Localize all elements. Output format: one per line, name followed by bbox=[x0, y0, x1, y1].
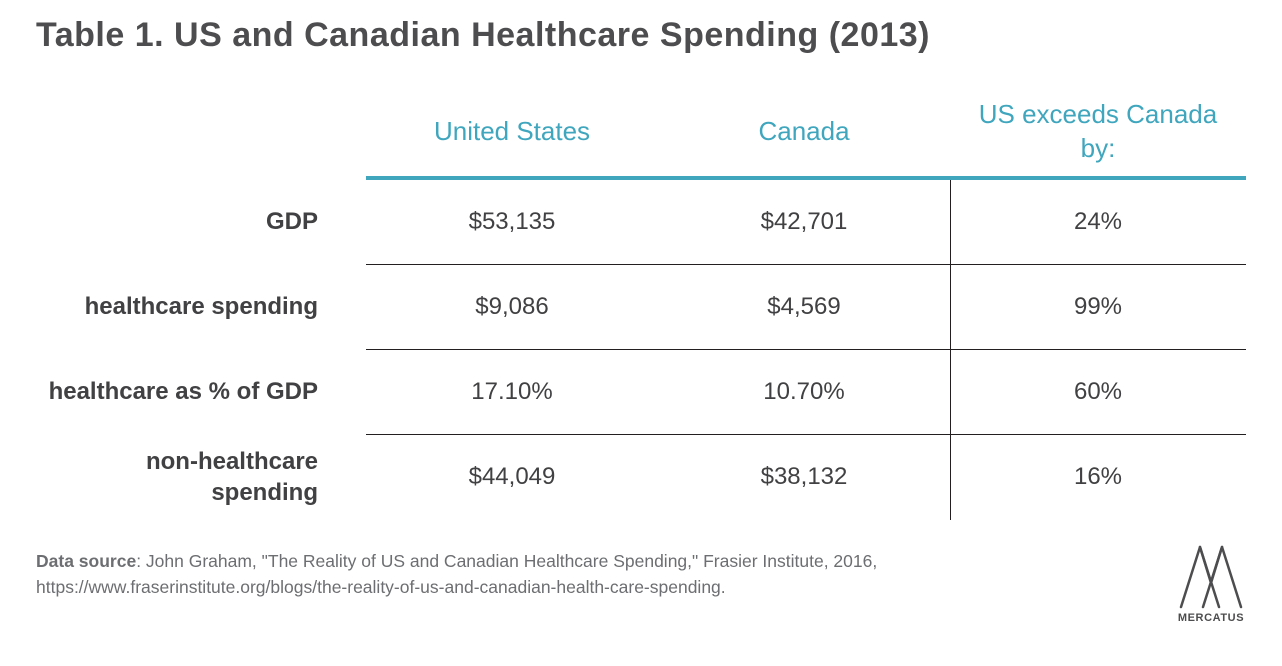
column-divider-line bbox=[950, 180, 951, 520]
cell-pct-canada: 10.70% bbox=[763, 378, 845, 405]
mercatus-logo: MERCATUS bbox=[1166, 543, 1256, 624]
cell-pct-exceeds: 60% bbox=[1073, 378, 1123, 405]
cell-nhs-canada: $38,132 bbox=[760, 463, 848, 490]
mercatus-m-icon bbox=[1179, 545, 1243, 609]
cell-hs-exceeds: 99% bbox=[1073, 293, 1123, 320]
cell-pct-us: 17.10% bbox=[471, 378, 553, 405]
cell-hs-canada: $4,569 bbox=[767, 293, 841, 320]
header-canada: Canada bbox=[758, 116, 850, 147]
cell-hs-us: $9,086 bbox=[475, 293, 549, 320]
data-source-text: : John Graham, "The Reality of US and Ca… bbox=[36, 551, 878, 597]
cell-gdp-us: $53,135 bbox=[468, 208, 556, 235]
row-label-healthcare-spending: healthcare spending bbox=[84, 293, 318, 321]
mercatus-logo-text: MERCATUS bbox=[1177, 612, 1245, 624]
data-source-label: Data source bbox=[36, 551, 137, 571]
row-label-healthcare-pct-gdp: healthcare as % of GDP bbox=[48, 378, 318, 406]
row-label-non-healthcare-spending: non-healthcare spending bbox=[145, 447, 318, 506]
cell-nhs-us: $44,049 bbox=[468, 463, 556, 490]
header-accent-rule bbox=[366, 176, 1246, 180]
data-source-note: Data source: John Graham, "The Reality o… bbox=[36, 548, 986, 600]
row-separator bbox=[366, 349, 1246, 350]
row-separator bbox=[366, 434, 1246, 435]
figure-title: Table 1. US and Canadian Healthcare Spen… bbox=[36, 16, 930, 54]
spending-table: United States Canada US exceeds Canada b… bbox=[36, 88, 1246, 519]
cell-nhs-exceeds: 16% bbox=[1073, 463, 1123, 490]
header-united-states: United States bbox=[433, 116, 591, 147]
cell-gdp-canada: $42,701 bbox=[760, 208, 848, 235]
header-empty-cell bbox=[36, 88, 366, 176]
row-separator bbox=[366, 264, 1246, 265]
cell-gdp-exceeds: 24% bbox=[1073, 208, 1123, 235]
row-label-gdp: GDP bbox=[265, 208, 318, 236]
header-us-exceeds: US exceeds Canada by: bbox=[978, 99, 1218, 163]
